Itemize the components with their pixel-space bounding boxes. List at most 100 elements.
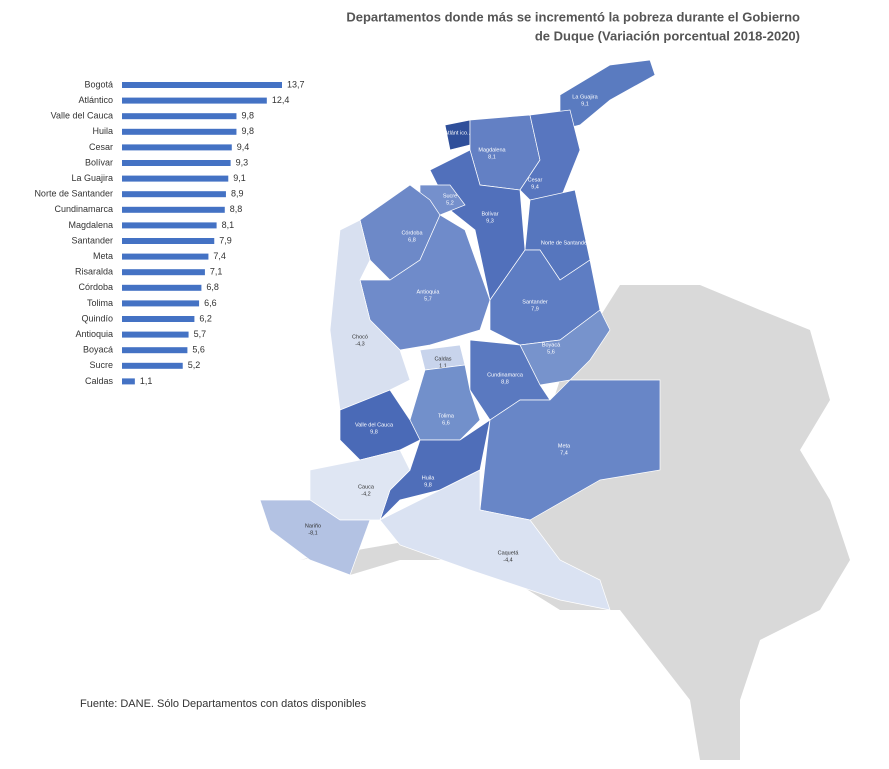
map-region-value: -4,2 [361, 491, 370, 497]
value-label: 7,1 [210, 267, 223, 277]
category-label: Cesar [89, 142, 113, 152]
value-label: 9,8 [241, 126, 254, 136]
map-region-name: Valle del Cauca [355, 422, 394, 428]
map-region-name: Nariño [305, 523, 321, 529]
value-label: 5,6 [192, 345, 205, 355]
map-region-value: -8,1 [308, 530, 317, 536]
category-label: Magdalena [68, 220, 113, 230]
category-label: Atlántico [78, 95, 113, 105]
category-label: Risaralda [75, 267, 113, 277]
map-region-name: Caquetá [498, 550, 520, 556]
category-label: Norte de Santander [34, 189, 113, 199]
map-region-value: 5,6 [547, 349, 555, 355]
category-label: Córdoba [78, 282, 113, 292]
map-region-name: Chocó [352, 334, 368, 340]
bar [122, 82, 282, 88]
map-region-value: 7,9 [531, 306, 539, 312]
bar [122, 378, 135, 385]
value-label: 9,1 [233, 173, 246, 183]
map-region-name: Meta [558, 443, 571, 449]
map-region-name: Cesar [528, 177, 543, 183]
category-label: Quindío [81, 313, 113, 323]
map-region-value: 6,8 [408, 237, 416, 243]
map-region-name: Norte de Santander... [541, 240, 594, 246]
map-region-name: Bolívar [481, 211, 498, 217]
map-region-name: Atlánt ico... [444, 130, 472, 136]
value-label: 5,7 [194, 329, 207, 339]
category-label: Cundinamarca [54, 204, 113, 214]
map-region-name: Sucre [443, 193, 457, 199]
map-region [409, 364, 481, 441]
map-region-name: Huila [422, 475, 435, 481]
map-region-value: 1,1 [439, 363, 447, 369]
bar [122, 316, 195, 322]
bar [122, 238, 215, 244]
value-label: 1,1 [140, 376, 153, 386]
neighbor-countries [300, 285, 850, 760]
value-label: 5,2 [188, 360, 201, 370]
map-region [519, 309, 611, 386]
value-label: 13,7 [287, 79, 305, 89]
map-region [379, 469, 611, 611]
value-label: 8,1 [222, 220, 235, 230]
value-label: 7,9 [219, 235, 232, 245]
map-region [479, 379, 661, 521]
category-label: Tolima [87, 298, 113, 308]
category-label: La Guajira [71, 173, 113, 183]
map-region-value: 9,3 [486, 218, 494, 224]
category-label: Valle del Cauca [51, 111, 113, 121]
bar [122, 128, 237, 135]
value-label: 7,4 [213, 251, 226, 261]
category-label: Huila [92, 126, 113, 136]
value-label: 9,3 [236, 157, 249, 167]
bar [122, 269, 205, 276]
map-region-value: 9,8 [370, 429, 378, 435]
value-label: 6,8 [206, 282, 219, 292]
category-label: Sucre [89, 360, 113, 370]
category-label: Boyacá [83, 345, 113, 355]
category-label: Antioquia [75, 329, 113, 339]
bar [122, 97, 267, 104]
bar [122, 113, 237, 120]
bar [122, 331, 189, 338]
map-region-value: 8,8 [501, 379, 509, 385]
map-region-name: Cundinamarca [487, 372, 524, 378]
map-region [329, 219, 411, 411]
bar [122, 222, 217, 229]
bar [122, 300, 200, 307]
map-region-value: 8,1 [488, 154, 496, 160]
map-region-value: 6,6 [442, 420, 450, 426]
bar [122, 362, 183, 369]
map-region-value: -4,3 [355, 341, 364, 347]
chart-title: de Duque (Variación porcentual 2018-2020… [535, 28, 800, 43]
map-region-value: 9,1 [581, 101, 589, 107]
value-label: 9,8 [241, 111, 254, 121]
value-label: 12,4 [272, 95, 290, 105]
value-label: 9,4 [237, 142, 250, 152]
value-label: 6,2 [199, 313, 212, 323]
category-label: Santander [71, 235, 113, 245]
map-region-value: 9,4 [531, 184, 539, 190]
bar [122, 206, 225, 213]
map-region-name: Santander [522, 299, 548, 305]
map-region-name: Magdalena [478, 147, 506, 153]
map-region-name: La Guajira [572, 94, 598, 100]
map-region-name: Cauca [358, 484, 375, 490]
bar [122, 160, 231, 166]
category-label: Bogotá [84, 79, 113, 89]
map-region-value: 9,8 [424, 482, 432, 488]
bar [122, 284, 202, 291]
source: Fuente: DANE. Sólo Departamentos con dat… [80, 698, 367, 710]
chart-title: Departamentos donde más se incrementó la… [346, 9, 800, 24]
category-label: Bolívar [85, 157, 113, 167]
map-region [489, 249, 601, 346]
value-label: 8,8 [230, 204, 243, 214]
value-label: 8,9 [231, 189, 244, 199]
map-region-value: 5,7 [424, 296, 432, 302]
map-region-value: 5,2 [446, 200, 454, 206]
bar [122, 347, 188, 354]
category-label: Meta [93, 251, 113, 261]
map-region-name: Córdoba [401, 230, 423, 236]
